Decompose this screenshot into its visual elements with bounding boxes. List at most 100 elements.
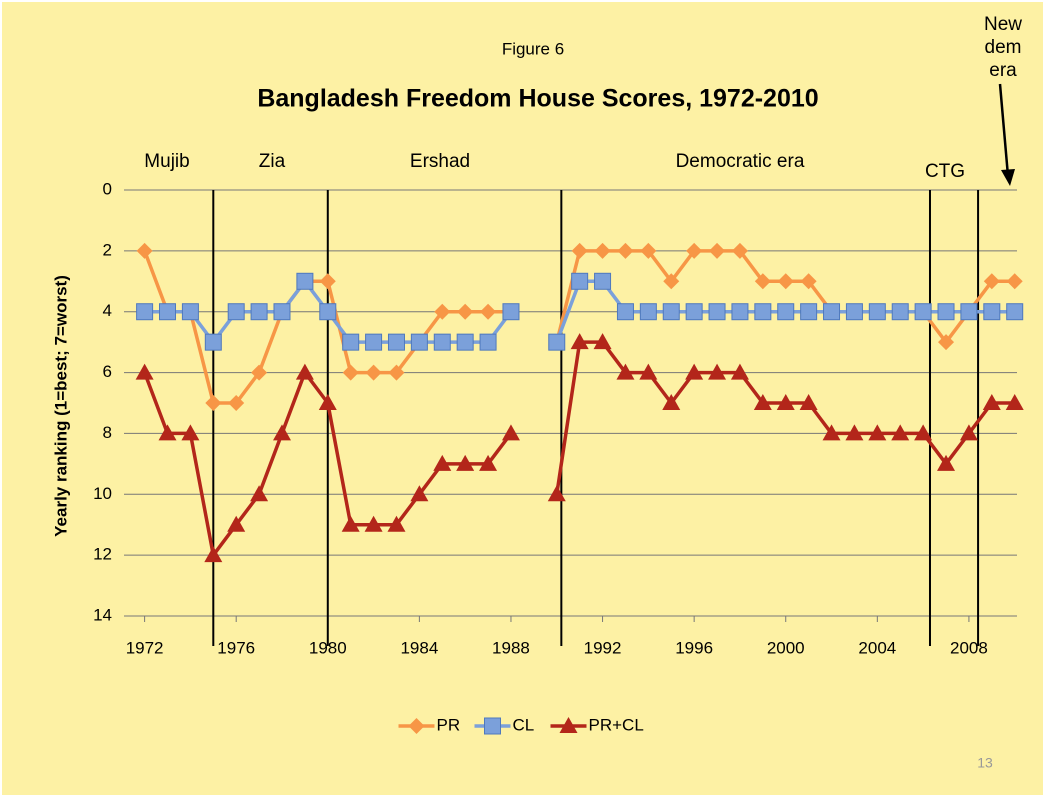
marker (227, 515, 246, 532)
marker (731, 242, 748, 259)
marker (387, 515, 406, 532)
marker (204, 333, 222, 351)
marker (960, 303, 978, 321)
marker (914, 303, 932, 321)
legend-item: PR (398, 715, 461, 734)
marker (823, 303, 841, 321)
marker (410, 485, 429, 502)
marker (365, 364, 382, 381)
marker (205, 395, 222, 411)
marker (639, 303, 657, 321)
marker (617, 242, 634, 259)
period-label: Zia (259, 151, 286, 172)
marker (318, 394, 337, 410)
marker (159, 303, 177, 321)
marker (181, 424, 200, 441)
period-label: Democratic era (676, 151, 805, 172)
marker (227, 303, 245, 321)
marker (938, 334, 955, 351)
legend: PR CL PR+CL (398, 715, 644, 735)
marker (708, 303, 726, 321)
period-label: CTG (925, 161, 965, 182)
legend-item: PR+CL (550, 715, 644, 734)
annotation-arrow (998, 83, 1010, 177)
marker (868, 424, 887, 441)
marker (250, 485, 269, 502)
x-tick-label: 1976 (217, 638, 255, 657)
marker (136, 303, 154, 321)
marker (571, 242, 588, 259)
marker (800, 303, 818, 321)
plot-area: 0 2 4 6 8 10 12 14 1972 1976 1980 1984 1988 1992 1996 2… (93, 179, 1024, 735)
legend-label: PR+CL (589, 715, 644, 734)
x-tick-label: 2000 (767, 638, 805, 657)
y-tick-label: 2 (103, 240, 112, 259)
y-tick-label: 12 (93, 545, 112, 564)
marker (891, 424, 910, 441)
marker (639, 363, 658, 380)
page-number: 13 (977, 755, 993, 771)
marker (570, 333, 589, 350)
marker (983, 273, 1000, 290)
marker (685, 363, 704, 380)
y-tick-label: 14 (93, 605, 112, 624)
marker (754, 303, 772, 321)
marker (136, 242, 153, 259)
marker (479, 333, 497, 351)
marker (662, 394, 681, 410)
marker (983, 303, 1001, 321)
y-axis-label: Yearly ranking (1=best; 7=worst) (51, 275, 70, 537)
marker (251, 364, 268, 381)
legend-label: PR (437, 715, 461, 734)
marker (387, 333, 405, 351)
marker (408, 718, 425, 734)
marker (273, 303, 291, 321)
marker (135, 363, 154, 380)
y-tick-label: 6 (103, 362, 112, 381)
marker (410, 333, 428, 351)
marker (158, 424, 177, 441)
legend-item: CL (474, 715, 534, 735)
marker (731, 303, 749, 321)
marker (342, 364, 359, 381)
marker (594, 272, 612, 290)
marker (937, 303, 955, 321)
x-tick-label: 1972 (126, 638, 164, 657)
marker (616, 363, 635, 380)
x-tick-label: 2008 (950, 638, 988, 657)
marker (559, 717, 578, 733)
marker (685, 303, 703, 321)
y-tick-label: 4 (103, 301, 112, 320)
marker (640, 242, 657, 259)
x-tick-label: 1996 (675, 638, 713, 657)
marker (777, 273, 794, 290)
marker (501, 424, 520, 441)
marker (548, 333, 566, 351)
marker (480, 303, 497, 320)
marker (571, 272, 589, 290)
marker (822, 424, 841, 441)
period-label: New (984, 14, 1022, 35)
annotation-arrowhead (1001, 169, 1015, 186)
x-tick-label: 1984 (400, 638, 438, 657)
marker (593, 333, 612, 350)
marker (434, 303, 451, 320)
y-tick-label: 0 (103, 179, 112, 198)
marker (709, 242, 726, 259)
marker (754, 273, 771, 290)
marker (914, 424, 933, 441)
marker (776, 394, 795, 410)
marker (616, 303, 634, 321)
chart-title: Bangladesh Freedom House Scores, 1972-20… (257, 85, 818, 113)
marker (663, 273, 680, 290)
marker (982, 394, 1001, 410)
marker (364, 515, 383, 532)
marker (388, 364, 405, 381)
x-tick-label: 1988 (492, 638, 530, 657)
marker (250, 303, 268, 321)
marker (456, 333, 474, 351)
y-tick-label: 10 (93, 484, 112, 503)
marker (433, 454, 452, 471)
marker (181, 303, 199, 321)
